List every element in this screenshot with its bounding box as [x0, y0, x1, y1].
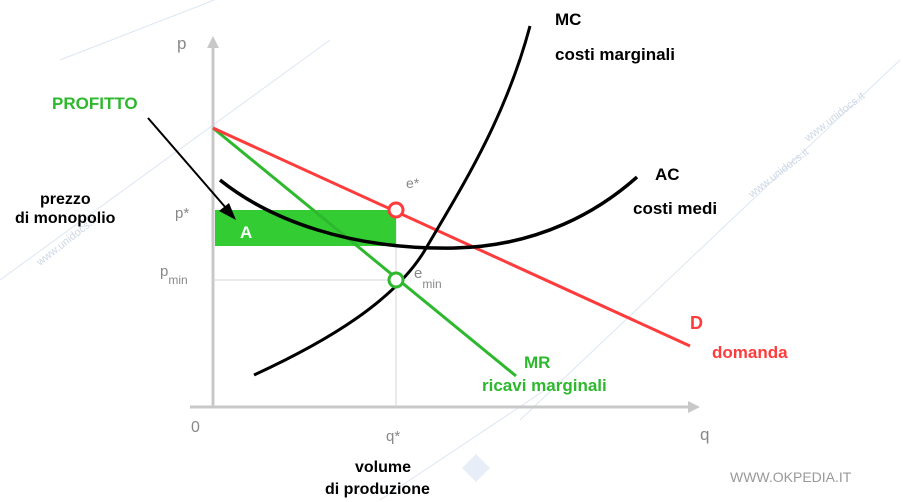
axes	[190, 36, 700, 413]
e-min-point	[387, 271, 405, 289]
mc-name: costi marginali	[555, 45, 675, 64]
e-star-point	[387, 201, 405, 219]
mr-name: ricavi marginali	[482, 376, 607, 395]
watermark-line	[519, 59, 901, 421]
watermark-text: www.unidocs.it	[802, 90, 868, 145]
x-axis-label: q	[700, 425, 709, 444]
watermark-line	[379, 379, 561, 501]
x-axis-arrow-icon	[688, 401, 700, 413]
mc-curve	[253, 25, 532, 377]
watermark-logo-icon	[462, 454, 490, 482]
p-min-tick: pmin	[160, 263, 188, 287]
demand-symbol: D	[690, 313, 703, 333]
monopoly-price-label-line1: prezzo	[40, 191, 91, 208]
watermark-line	[0, 39, 331, 281]
site-credit: WWW.OKPEDIA.IT	[730, 469, 852, 485]
e-min-label: emin	[414, 265, 442, 291]
x-axis-title-line1: volume	[355, 459, 411, 476]
x-axis-title-line2: di produzione	[325, 481, 430, 498]
mr-curve	[212, 126, 517, 378]
p-star-tick: p*	[175, 205, 189, 222]
q-star-tick: q*	[386, 428, 400, 445]
mc-symbol: MC	[555, 10, 581, 29]
demand-curve	[212, 126, 691, 348]
monopoly-price-label-line2: di monopolio	[15, 210, 116, 227]
mr-symbol: MR	[524, 353, 550, 372]
profit-arrow-head-icon	[219, 203, 236, 220]
ac-name: costi medi	[633, 199, 717, 218]
y-axis-arrow-icon	[207, 36, 219, 48]
watermark-line	[59, 0, 216, 61]
ac-symbol: AC	[655, 165, 680, 184]
profit-arrow	[147, 117, 227, 209]
e-star-label: e*	[406, 175, 420, 191]
profit-title: PROFITTO	[52, 94, 138, 113]
profit-area-label: A	[240, 223, 252, 242]
demand-name: domanda	[712, 343, 788, 362]
y-axis-label: p	[177, 34, 186, 53]
ac-curve	[218, 175, 639, 250]
watermark-text: www.unidocs.it	[746, 146, 812, 201]
origin-label: 0	[191, 419, 200, 436]
